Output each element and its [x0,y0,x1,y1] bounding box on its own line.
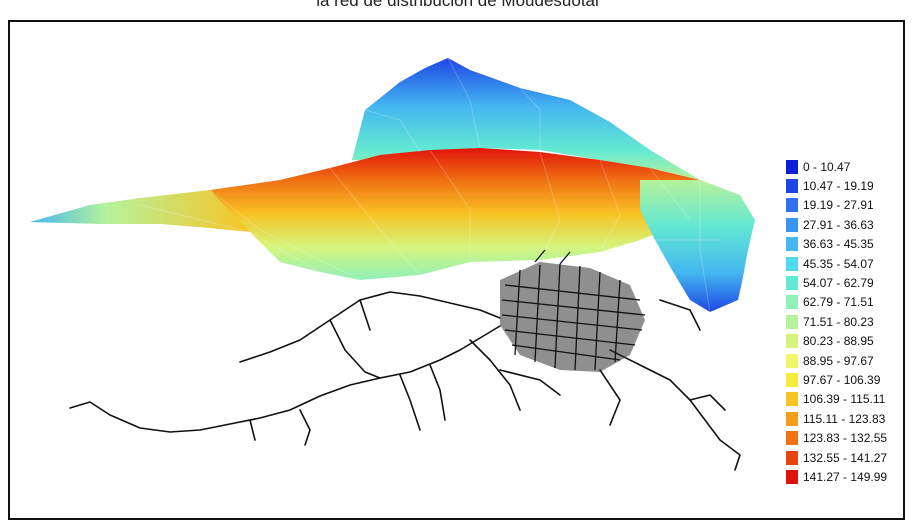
legend-swatch [786,198,798,213]
legend-item: 71.51 - 80.23 [786,312,887,331]
network-loop-link [329,319,381,379]
legend-label: 88.95 - 97.67 [803,353,874,368]
terrain-facets [139,57,720,313]
legend-label: 62.79 - 71.51 [803,295,874,310]
network-upper-loop [239,291,501,363]
network-east-branch [609,349,741,471]
legend-swatch [786,353,798,368]
terrain-upper-ridge [352,58,700,180]
legend-swatch [786,469,798,484]
legend-label: 54.07 - 62.79 [803,276,874,291]
legend-item: 27.91 - 36.63 [786,215,887,234]
legend-swatch [786,334,798,349]
legend-item: 88.95 - 97.67 [786,351,887,370]
legend-swatch [786,276,798,291]
legend-label: 106.39 - 115.11 [803,392,886,407]
legend-item: 54.07 - 62.79 [786,273,887,292]
legend-swatch [786,450,798,465]
terrain-left-wedge [30,190,250,232]
network-urban-grid [500,249,646,372]
legend-item: 19.19 - 27.91 [786,196,887,215]
legend-swatch [786,392,798,407]
legend-item: 10.47 - 19.19 [786,176,887,195]
legend-label: 36.63 - 45.35 [803,237,874,252]
legend-label: 115.11 - 123.83 [803,411,886,426]
legend-swatch [786,314,798,329]
legend-item: 0 - 10.47 [786,157,887,176]
legend-swatch [786,179,798,194]
legend-label: 123.83 - 132.55 [803,431,888,446]
legend-item: 106.39 - 115.11 [786,390,887,409]
terrain-main-body [140,148,720,280]
legend-swatch [786,256,798,271]
legend-label: 97.67 - 106.39 [803,372,881,387]
terrain-surface [30,57,755,313]
legend-label: 132.55 - 141.27 [803,450,888,465]
legend-swatch [786,372,798,387]
legend-item: 45.35 - 54.07 [786,254,887,273]
legend-swatch [786,237,798,252]
legend-label: 71.51 - 80.23 [803,314,874,329]
legend-label: 10.47 - 19.19 [803,179,874,194]
legend-item: 123.83 - 132.55 [786,428,887,447]
legend-item: 141.27 - 149.99 [786,467,887,486]
map-title: la red de distribución de Moudesuotal [316,0,599,10]
legend-item: 80.23 - 88.95 [786,332,887,351]
legend-swatch [786,431,798,446]
legend-label: 27.91 - 36.63 [803,217,874,232]
distribution-network [69,291,741,471]
legend-item: 62.79 - 71.51 [786,293,887,312]
legend-swatch [786,295,798,310]
legend-item: 115.11 - 123.83 [786,409,887,428]
legend-swatch [786,217,798,232]
elevation-legend: 0 - 10.47 10.47 - 19.19 19.19 - 27.91 27.91… [786,157,887,487]
network-main-trunk [69,325,501,433]
legend-item: 132.55 - 141.27 [786,448,887,467]
network-south-branch [469,339,521,411]
legend-swatch [786,159,798,174]
legend-label: 80.23 - 88.95 [803,334,874,349]
legend-label: 141.27 - 149.99 [803,469,888,484]
legend-label: 0 - 10.47 [803,159,851,174]
legend-item: 97.67 - 106.39 [786,370,887,389]
terrain-right-lobe [640,180,755,312]
legend-item: 36.63 - 45.35 [786,235,887,254]
legend-swatch [786,411,798,426]
legend-label: 45.35 - 54.07 [803,256,874,271]
legend-label: 19.19 - 27.91 [803,198,874,213]
